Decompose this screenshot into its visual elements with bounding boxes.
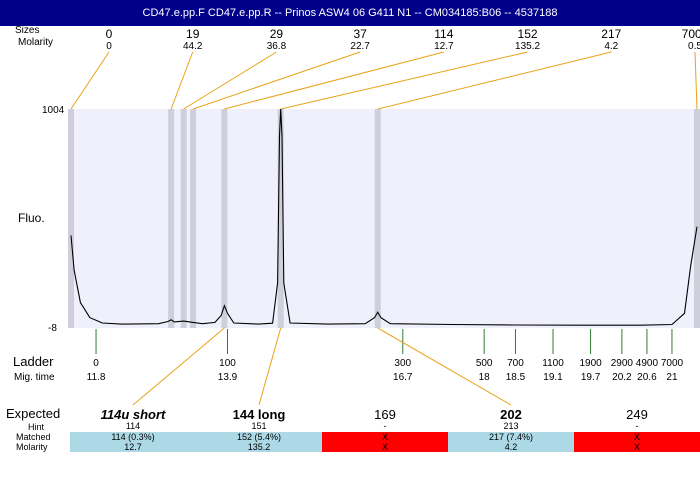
ladder-mig-time-label: 21 xyxy=(666,372,678,383)
sizes-label: Sizes xyxy=(15,25,40,36)
ladder-label: Ladder xyxy=(13,354,54,369)
ladder-mig-time-label: 20.6 xyxy=(637,372,657,383)
peak-leader-line-3 xyxy=(192,51,361,110)
ladder-mig-time-label: 18.5 xyxy=(505,372,526,383)
matched-cell: 217 (7.4%) 4.2 xyxy=(448,432,574,452)
ladder-mig-time-label: 19.7 xyxy=(580,372,601,383)
peak-molarity-label: 4.2 xyxy=(604,41,619,52)
peak-leader-line-5 xyxy=(280,51,528,110)
matched-size-value: 114 (0.3%) xyxy=(111,432,155,442)
peak-size-label: 29 xyxy=(269,27,284,41)
ladder-size-label: 1900 xyxy=(579,358,602,369)
expected-hint-value: 213 xyxy=(503,421,519,431)
peak-size-label: 217 xyxy=(601,27,622,41)
expected-hint-value: - xyxy=(635,421,639,431)
expected-hint-value: 151 xyxy=(251,421,267,431)
expected-leader-line-0 xyxy=(132,327,225,406)
peak-band-3 xyxy=(190,109,197,328)
expected-hint-value: 114 xyxy=(125,421,141,431)
y-axis-min-label: -8 xyxy=(48,323,57,334)
peak-size-label: 114 xyxy=(434,27,454,41)
matched-molarity-value: X xyxy=(633,442,640,452)
matched-molarity-value: 4.2 xyxy=(504,442,518,452)
molarity-row-label: Molarity xyxy=(16,442,48,452)
peak-molarity-label: 12.7 xyxy=(434,41,454,52)
matched-cell: 114 (0.3%) 12.7 xyxy=(70,432,196,452)
ladder-mig-time-label: 19.1 xyxy=(543,372,563,383)
ladder-mig-time-label: 18 xyxy=(478,372,490,383)
mig-time-label: Mig. time xyxy=(14,372,55,383)
peak-molarity-label: 44.2 xyxy=(182,41,203,52)
matched-label: Matched xyxy=(16,432,51,442)
peak-size-label: 19 xyxy=(186,27,200,41)
peak-molarity-label: 36.8 xyxy=(266,41,287,52)
ladder-size-label: 0 xyxy=(93,358,99,369)
peak-leader-line-6 xyxy=(377,51,612,110)
peak-band-7 xyxy=(694,109,700,328)
ladder-size-label: 7000 xyxy=(660,358,684,369)
expected-label: Expected xyxy=(6,406,61,421)
expected-fragment-name: 249 xyxy=(626,407,648,422)
matched-molarity-value: 12.7 xyxy=(124,442,142,452)
peak-size-label: 152 xyxy=(517,27,538,41)
matched-size-value: X xyxy=(633,432,640,442)
peak-leader-line-0 xyxy=(70,51,110,110)
expected-fragment-name: 144 long xyxy=(232,407,286,422)
ladder-mig-time-label: 20.2 xyxy=(612,372,632,383)
molarity-label: Molarity xyxy=(18,37,54,48)
ladder-size-label: 700 xyxy=(507,358,524,369)
hint-label: Hint xyxy=(28,422,45,432)
expected-hint-value: - xyxy=(383,421,387,431)
matched-size-value: 152 (5.4%) xyxy=(236,432,282,442)
peak-leader-line-1 xyxy=(170,51,194,110)
y-axis-title: Fluo. xyxy=(18,211,45,225)
y-axis-max-label: 1004 xyxy=(42,105,65,116)
peak-molarity-label: 0 xyxy=(106,41,112,52)
window-title: CD47.e.pp.F CD47.e.pp.R -- Prinos ASW4 0… xyxy=(0,0,700,26)
expected-fragment-name: 169 xyxy=(374,407,396,422)
matched-cell: 152 (5.4%) 135.2 xyxy=(196,432,322,452)
peak-band-5 xyxy=(277,109,284,328)
peak-molarity-label: 135.2 xyxy=(515,41,541,52)
peak-leader-line-2 xyxy=(183,51,277,110)
peak-band-2 xyxy=(180,109,187,328)
expected-fragment-name: 114u short xyxy=(100,407,166,422)
expected-leader-line-3 xyxy=(377,327,512,406)
peak-band-4 xyxy=(221,109,228,328)
matched-molarity-value: X xyxy=(381,442,388,452)
peak-molarity-label: 0.5 xyxy=(688,41,700,52)
matched-size-value: 217 (7.4%) xyxy=(488,432,534,442)
ladder-size-label: 100 xyxy=(219,358,236,369)
peak-size-label: 7000 xyxy=(681,27,700,41)
fluorescence-trace xyxy=(70,108,698,326)
expected-fragment-name: 202 xyxy=(500,407,522,422)
peak-size-label: 0 xyxy=(105,27,113,41)
matched-size-value: X xyxy=(381,432,388,442)
matched-molarity-value: 135.2 xyxy=(247,442,271,452)
peak-band-0 xyxy=(68,109,74,328)
expected-leader-line-1 xyxy=(258,327,282,406)
ladder-size-label: 500 xyxy=(475,358,493,369)
plot-area xyxy=(71,109,697,328)
peak-size-label: 37 xyxy=(353,27,367,41)
ladder-size-label: 2900 xyxy=(610,358,633,369)
ladder-mig-time-label: 16.7 xyxy=(393,372,413,383)
ladder-mig-time-label: 11.8 xyxy=(86,372,106,383)
ladder-mig-time-label: 13.9 xyxy=(217,372,238,383)
peak-band-1 xyxy=(168,109,175,328)
ladder-size-label: 1100 xyxy=(542,358,564,369)
peak-leader-line-7 xyxy=(694,51,698,110)
ladder-size-label: 300 xyxy=(394,358,412,369)
peak-band-6 xyxy=(374,109,381,328)
peak-leader-line-4 xyxy=(224,51,444,110)
peak-molarity-label: 22.7 xyxy=(350,41,370,52)
ladder-size-label: 4900 xyxy=(635,358,659,369)
